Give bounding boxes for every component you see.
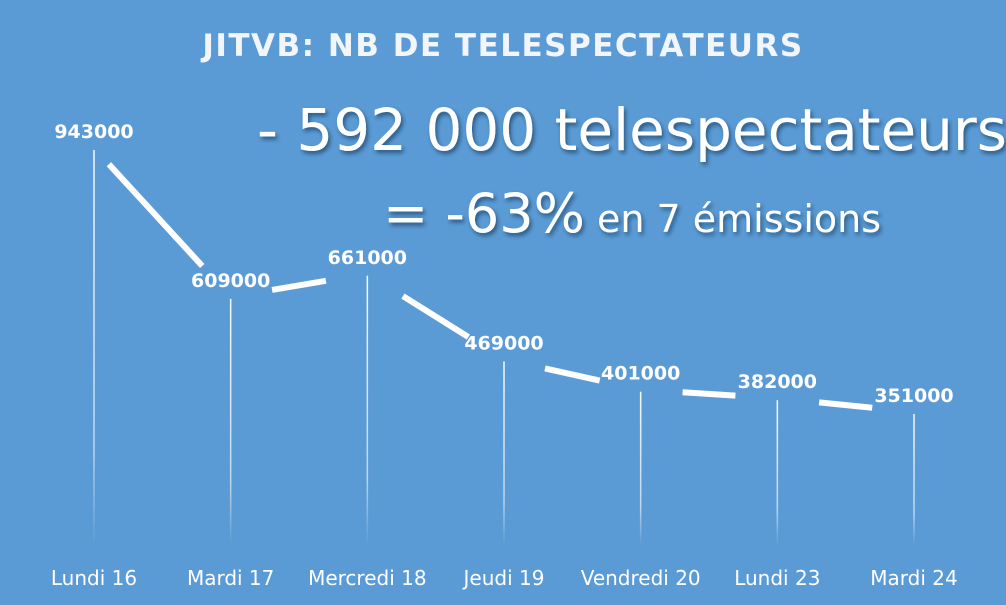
data-label: 469000 (464, 332, 543, 354)
category-label: Lundi 16 (51, 566, 137, 590)
headline-difference: - 592 000 telespectateurs (257, 96, 1006, 164)
series-segment (106, 162, 205, 269)
series-segment (544, 365, 601, 384)
data-labels: 943000 609000 661000 469000 401000 382000 3510… (54, 121, 953, 407)
category-label: Mercredi 18 (308, 566, 427, 590)
annotation: - 592 000 telespectateurs = -63% en 7 ém… (257, 96, 1006, 245)
data-label: 401000 (601, 363, 680, 385)
category-label: Jeudi 19 (462, 566, 545, 590)
drop-line (503, 361, 505, 545)
series-segment (271, 277, 327, 293)
series-line (106, 162, 873, 411)
drop-line (776, 400, 779, 545)
series-segment (682, 389, 736, 399)
data-label: 661000 (328, 247, 407, 269)
category-label: Mardi 24 (870, 566, 957, 590)
drop-line (639, 391, 642, 545)
drop-line (93, 150, 95, 545)
drop-line (366, 275, 369, 545)
data-label: 351000 (874, 385, 953, 407)
series-segment (818, 399, 873, 411)
data-label: 609000 (191, 270, 270, 292)
drop-lines (93, 150, 915, 545)
data-label: 943000 (54, 121, 133, 143)
category-label: Vendredi 20 (581, 566, 701, 590)
x-axis: Lundi 16 Mardi 17 Mercredi 18 Jeudi 19 Vendr… (51, 566, 958, 590)
series-segment (401, 293, 471, 340)
category-label: Mardi 17 (187, 566, 274, 590)
headline-percentage-value: = -63% (383, 182, 585, 245)
headline-percentage: = -63% en 7 émissions (383, 182, 881, 245)
data-label: 382000 (738, 371, 817, 393)
category-label: Lundi 23 (734, 566, 820, 590)
drop-line (229, 298, 232, 545)
drop-line (913, 414, 915, 545)
headline-percentage-rest: en 7 émissions (585, 197, 881, 241)
chart-title: JITVB: NB DE TELESPECTATEURS (200, 28, 803, 64)
